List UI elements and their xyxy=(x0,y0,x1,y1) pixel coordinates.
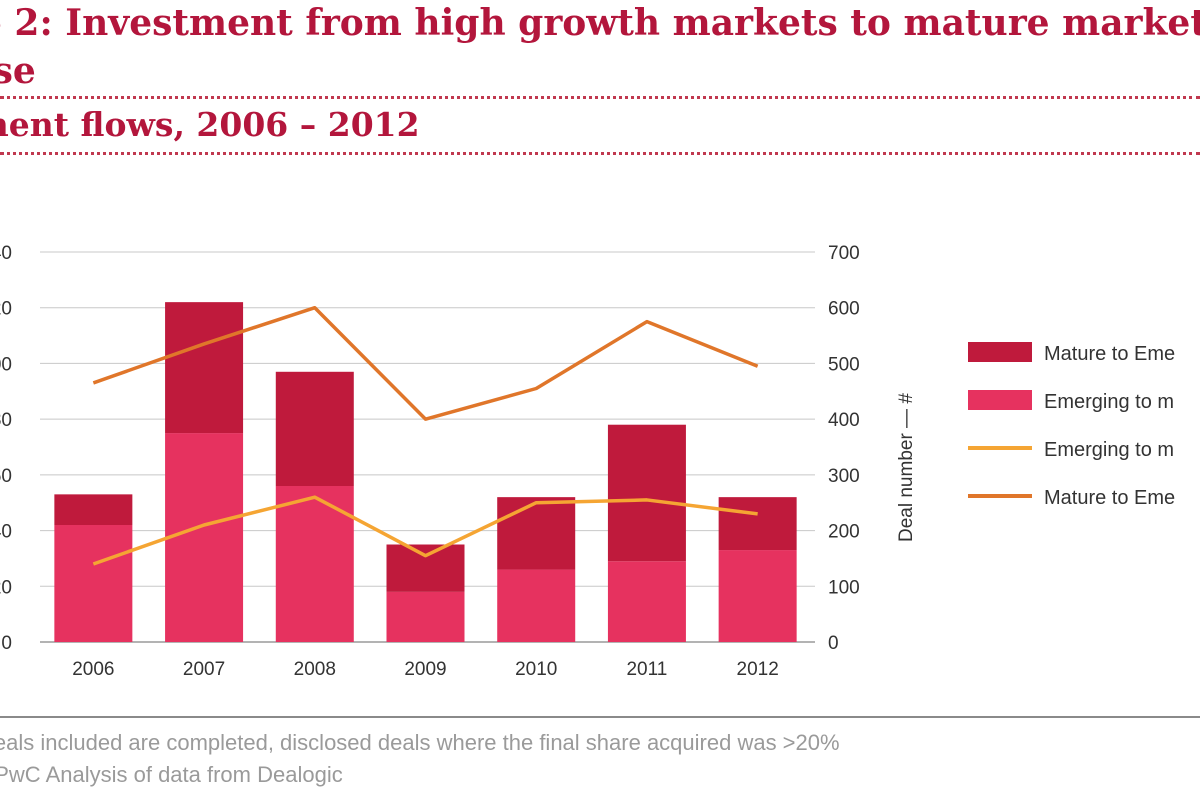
x-tick-label: 2006 xyxy=(72,659,114,680)
subtitle-divider xyxy=(0,152,1200,155)
x-tick-label: 2010 xyxy=(515,659,557,680)
legend-label: Emerging to m xyxy=(1044,391,1174,413)
line-emerging xyxy=(92,495,758,566)
left-tick-label: 80 xyxy=(0,410,12,431)
lines xyxy=(92,305,759,566)
bar-emerging-2008 xyxy=(275,486,354,642)
x-tick-label: 2009 xyxy=(404,659,446,680)
right-tick-label: 0 xyxy=(828,633,839,654)
x-tick-label: 2011 xyxy=(626,659,667,680)
investment-flow-chart: 0204060800020400100200300400500600700Dea… xyxy=(0,243,1175,680)
left-tick-label: 00 xyxy=(0,354,12,375)
x-tick-label: 2008 xyxy=(294,659,336,680)
axes: 0204060800020400100200300400500600700Dea… xyxy=(0,243,917,680)
source-note: : PwC Analysis of data from Dealogic xyxy=(0,762,343,787)
legend-swatch xyxy=(968,390,1032,410)
bars xyxy=(54,302,797,642)
bar-mature-2010 xyxy=(497,497,576,570)
bar-emerging-2010 xyxy=(497,569,576,642)
legend-swatch xyxy=(968,342,1032,362)
left-tick-label: 20 xyxy=(0,299,12,320)
right-tick-label: 500 xyxy=(828,354,860,375)
left-tick-label: 40 xyxy=(0,522,12,543)
bar-mature-2011 xyxy=(607,424,686,562)
bar-mature-2006 xyxy=(54,494,133,525)
footer-divider xyxy=(0,716,1200,718)
right-tick-label: 700 xyxy=(828,243,860,264)
bar-emerging-2007 xyxy=(165,433,244,642)
bar-mature-2008 xyxy=(275,371,354,486)
left-tick-label: 60 xyxy=(0,466,12,487)
right-tick-label: 200 xyxy=(828,522,860,543)
legend-label: Mature to Eme xyxy=(1044,487,1175,509)
x-tick-label: 2012 xyxy=(737,659,779,680)
bar-mature-2007 xyxy=(165,302,244,434)
legend: Mature to Eme Emerging to m Emerging to m M… xyxy=(968,342,1175,509)
right-tick-label: 400 xyxy=(828,410,860,431)
right-axis-label: Deal number — # xyxy=(896,393,917,542)
chart-title-line-2: rise xyxy=(0,50,36,92)
title-divider xyxy=(0,96,1200,99)
chart-title-line-1: re 2: Investment from high growth market… xyxy=(0,2,1200,44)
line-mature xyxy=(92,305,759,421)
footnote: Deals included are completed, disclosed … xyxy=(0,730,840,755)
bar-emerging-2012 xyxy=(718,550,797,642)
right-tick-label: 300 xyxy=(828,466,860,487)
bar-mature-2009 xyxy=(386,544,465,592)
legend-label: Mature to Eme xyxy=(1044,343,1175,365)
x-tick-label: 2007 xyxy=(183,659,225,680)
right-tick-label: 600 xyxy=(828,299,860,320)
bar-emerging-2009 xyxy=(386,591,465,642)
bar-mature-2012 xyxy=(718,497,797,551)
left-tick-label: 20 xyxy=(0,577,12,598)
left-tick-label: 0 xyxy=(1,633,12,654)
bar-emerging-2011 xyxy=(607,561,686,642)
bar-emerging-2006 xyxy=(54,525,133,642)
right-tick-label: 100 xyxy=(828,577,860,598)
chart-subtitle: stment flows, 2006 – 2012 xyxy=(0,105,420,144)
left-tick-label: 40 xyxy=(0,243,12,264)
legend-label: Emerging to m xyxy=(1044,439,1174,461)
